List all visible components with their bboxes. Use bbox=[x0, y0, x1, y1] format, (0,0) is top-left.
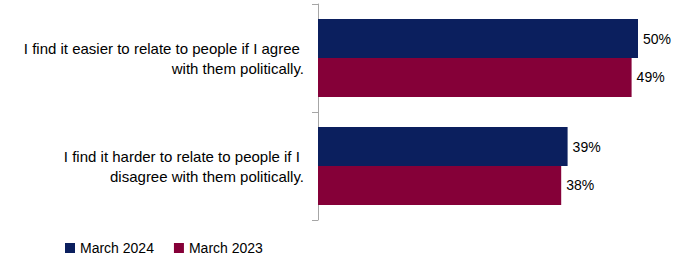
svg-text:disagree with them politically: disagree with them politically. bbox=[110, 168, 304, 185]
svg-text:with them politically.: with them politically. bbox=[171, 60, 304, 77]
svg-text:49%: 49% bbox=[637, 69, 665, 85]
svg-text:50%: 50% bbox=[643, 31, 671, 47]
svg-text:39%: 39% bbox=[573, 139, 601, 155]
svg-text:I find it harder to relate to: I find it harder to relate to people if … bbox=[64, 148, 304, 165]
svg-text:March 2023: March 2023 bbox=[189, 240, 263, 256]
svg-text:March 2024: March 2024 bbox=[80, 240, 154, 256]
svg-text:I find it easier to relate to: I find it easier to relate to people if … bbox=[24, 40, 304, 57]
svg-text:38%: 38% bbox=[566, 177, 594, 193]
